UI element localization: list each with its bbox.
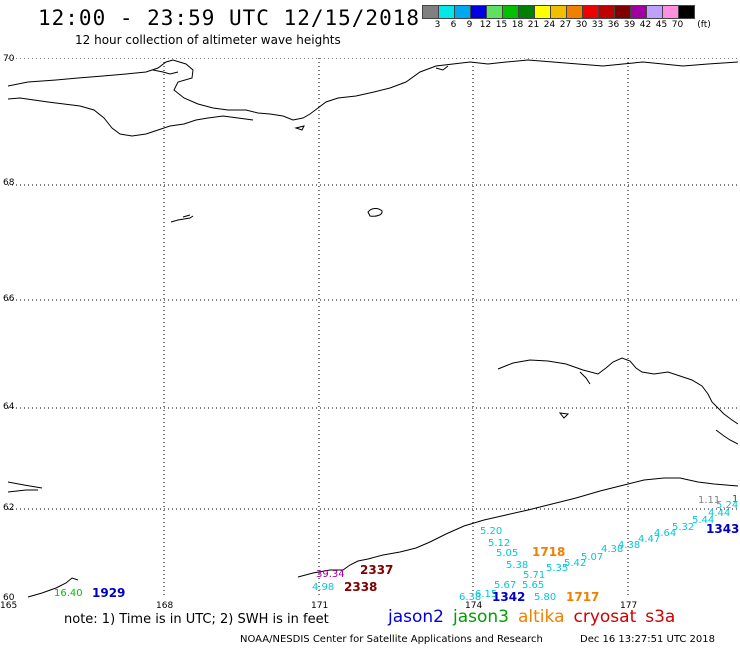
legend-label: 42 [639, 20, 652, 30]
satellite-name: jason3 [453, 607, 509, 627]
legend-swatch [470, 5, 487, 19]
legend-label: 15 [495, 20, 508, 30]
wave-height-label: 4.44 [708, 508, 731, 519]
pass-time-label: 1342 [492, 590, 526, 604]
legend-label: 30 [575, 20, 588, 30]
wave-height-label: 4.47 [638, 534, 661, 545]
legend-swatch [566, 5, 583, 19]
wave-height-label: 39.34 [316, 569, 345, 580]
longitude-label: 168 [156, 601, 174, 611]
legend-swatch [662, 5, 679, 19]
wave-height-label: 5.12 [488, 538, 511, 549]
legend-swatch [598, 5, 615, 19]
pass-time-label: 1717 [566, 590, 600, 604]
legend-label: 70 [671, 20, 684, 30]
longitude-label: 174 [465, 601, 483, 611]
units-note: note: 1) Time is in UTC; 2) SWH is in fe… [64, 612, 329, 627]
legend-swatch [438, 5, 455, 19]
wave-height-label: 5.44 [692, 515, 715, 526]
legend-label: 36 [607, 20, 620, 30]
longitude-label: 165 [0, 601, 18, 611]
pass-time-label: 1343 [706, 522, 740, 536]
legend-label: 45 [655, 20, 668, 30]
longitude-label: 177 [620, 601, 638, 611]
satellite-name: altika [518, 607, 565, 627]
wave-height-label: 5.07 [581, 552, 604, 563]
latitude-label: 62 [3, 503, 15, 513]
legend-label: 24 [543, 20, 556, 30]
wave-height-label: 4.98 [312, 582, 335, 593]
satellite-legend: jason2 jason3 altika cryosat s3a [388, 607, 684, 627]
legend-label: 18 [511, 20, 524, 30]
satellite-name: jason2 [388, 607, 444, 627]
wave-height-label: 1.11 [698, 495, 721, 506]
legend-unit: (ft) [697, 20, 711, 30]
legend-label: 21 [527, 20, 540, 30]
legend-label: 12 [479, 20, 492, 30]
wave-height-label: 5.38 [506, 560, 529, 571]
wave-height-label: 5.67 [494, 580, 517, 591]
generated-timestamp: Dec 16 13:27:51 UTC 2018 [580, 634, 715, 645]
pass-time-label: 2337 [360, 563, 394, 577]
satellite-name: s3a [645, 607, 676, 627]
wave-height-label: 5.20 [480, 526, 503, 537]
page-subtitle: 12 hour collection of altimeter wave hei… [75, 33, 341, 47]
legend-label: 39 [623, 20, 636, 30]
legend-swatch [630, 5, 647, 19]
wave-height-label: 5.05 [496, 548, 519, 559]
legend-swatch [454, 5, 471, 19]
altimeter-map: 70 68 66 64 62 60 165 168 171 174 177 16.40 39.34 4… [0, 54, 740, 611]
wave-height-label: 5.32 [672, 522, 695, 533]
latitude-label: 68 [3, 178, 15, 188]
latitude-label: 70 [3, 54, 15, 64]
legend-swatch [518, 5, 535, 19]
pass-time-label: 2338 [344, 580, 378, 594]
page-title: 12:00 - 23:59 UTC 12/15/2018 [38, 6, 421, 30]
wave-height-label: 6.15 [475, 589, 498, 600]
latitude-label: 66 [3, 294, 15, 304]
wave-height-label: 5.24 [716, 500, 739, 511]
color-scale-legend: 3 6 9 12 15 18 21 24 27 30 33 36 39 42 45 70 (ft) [422, 5, 711, 31]
coastline [8, 59, 738, 598]
legend-label: 27 [559, 20, 572, 30]
wave-height-label: 5.80 [534, 592, 557, 603]
wave-height-label: 5.65 [522, 580, 545, 591]
longitude-label: 171 [311, 601, 329, 611]
graticule [8, 58, 738, 598]
wave-height-label: 4.64 [654, 528, 677, 539]
legend-swatch [502, 5, 519, 19]
legend-label: 3 [434, 20, 441, 30]
legend-swatch [422, 5, 439, 19]
legend-swatch [646, 5, 663, 19]
wave-height-label: 5.42 [564, 558, 587, 569]
wave-height-label: 5.35 [546, 563, 569, 574]
credit-line: NOAA/NESDIS Center for Satellite Applica… [240, 634, 543, 645]
wave-height-label: 16.40 [54, 588, 83, 599]
legend-label: 6 [450, 20, 457, 30]
wave-height-label: 1 [732, 494, 739, 505]
legend-label: 9 [466, 20, 473, 30]
legend-swatch [550, 5, 567, 19]
satellite-name: cryosat [573, 607, 637, 627]
latitude-label: 64 [3, 402, 15, 412]
wave-height-label: 6.38 [459, 592, 482, 603]
latitude-label: 60 [3, 593, 15, 603]
legend-swatch [534, 5, 551, 19]
legend-label: 33 [591, 20, 604, 30]
wave-height-label: 4.38 [601, 544, 624, 555]
legend-swatch [614, 5, 631, 19]
legend-swatch [582, 5, 599, 19]
pass-time-label: 1718 [532, 545, 566, 559]
pass-time-label: 1929 [92, 586, 126, 600]
wave-height-label: 5.71 [523, 570, 546, 581]
map-canvas [8, 58, 738, 598]
legend-swatch [678, 5, 695, 19]
wave-height-label: 4.38 [618, 540, 641, 551]
legend-swatch [486, 5, 503, 19]
